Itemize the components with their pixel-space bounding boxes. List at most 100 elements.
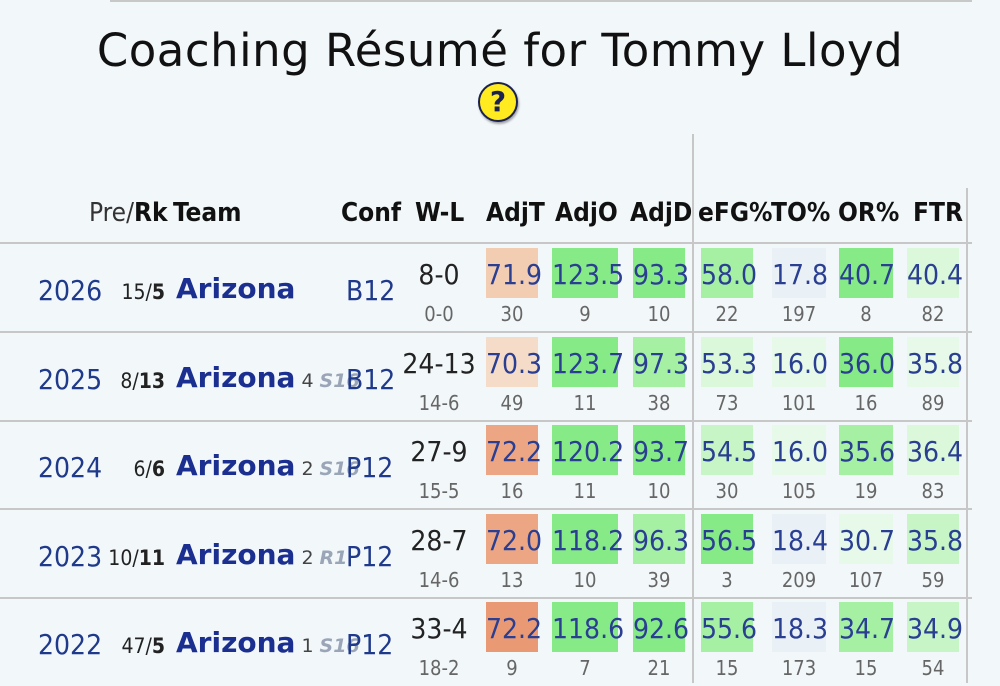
header-efg[interactable]: eFG% bbox=[698, 198, 773, 228]
stat-shade bbox=[701, 336, 753, 387]
team-cell: Arizona 2 R1 bbox=[176, 538, 347, 571]
stat-value: 55.6 bbox=[701, 612, 758, 645]
tourney-round: S16 bbox=[319, 635, 360, 657]
stat-rank: 59 bbox=[921, 567, 945, 592]
header-ftr[interactable]: FTR bbox=[913, 198, 963, 228]
stat-rank: 82 bbox=[921, 302, 945, 326]
team-link[interactable]: Arizona bbox=[176, 360, 296, 394]
stat-shade bbox=[633, 336, 685, 387]
stat-rank: 11 bbox=[573, 390, 597, 415]
conference-link[interactable]: B12 bbox=[346, 274, 396, 307]
conference-link[interactable]: P12 bbox=[346, 539, 394, 573]
header-adjt[interactable]: AdjT bbox=[486, 198, 545, 228]
stat-shade bbox=[907, 513, 959, 564]
stat-value: 35.8 bbox=[907, 523, 964, 557]
year-link[interactable]: 2024 bbox=[38, 451, 103, 484]
stat-shade bbox=[552, 602, 618, 652]
stat-shade bbox=[839, 602, 893, 652]
conference-link[interactable]: B12 bbox=[346, 362, 396, 396]
stat-cell-or: 34.7 15 bbox=[839, 598, 896, 686]
stat-value: 118.2 bbox=[552, 523, 625, 557]
stat-cell-efg: 58.0 22 bbox=[701, 244, 757, 332]
help-question-icon[interactable]: ? bbox=[478, 82, 518, 122]
stat-cell-or: 40.7 8 bbox=[839, 244, 895, 332]
tourney-round: S16 bbox=[319, 458, 360, 480]
preseason-final-rank: 8/13 bbox=[120, 368, 165, 393]
header-wl[interactable]: W-L bbox=[415, 198, 465, 228]
year-link[interactable]: 2026 bbox=[38, 274, 103, 307]
stat-value: 118.6 bbox=[552, 612, 625, 645]
stat-value: 56.5 bbox=[701, 523, 758, 557]
header-or[interactable]: OR% bbox=[838, 198, 900, 228]
stat-cell-adjt: 72.0 13 bbox=[486, 510, 542, 598]
stat-rank: 101 bbox=[781, 390, 817, 415]
stat-value: 34.9 bbox=[907, 612, 964, 645]
stat-rank: 73 bbox=[715, 390, 739, 415]
team-cell: Arizona 2 S16 bbox=[176, 449, 360, 482]
stat-cell-efg: 55.6 15 bbox=[701, 598, 758, 686]
stat-value: 16.0 bbox=[772, 435, 829, 468]
stat-cell-adjd: 97.3 38 bbox=[633, 333, 689, 421]
stat-cell-ftr: 36.4 83 bbox=[907, 421, 963, 509]
table-row: 2022 47/5 Arizona 1 S16 P12 33-4 18-2 72.2 9 118.6… bbox=[0, 598, 1000, 686]
top-divider bbox=[110, 0, 972, 2]
stat-shade bbox=[839, 513, 893, 564]
stat-shade bbox=[552, 425, 618, 475]
stat-rank: 38 bbox=[647, 390, 671, 415]
conference-link[interactable]: P12 bbox=[346, 628, 394, 661]
overall-record: 33-4 bbox=[410, 612, 468, 645]
stat-cell-adjo: 118.2 10 bbox=[552, 510, 625, 598]
stat-value: 93.7 bbox=[633, 435, 690, 468]
stat-rank: 39 bbox=[647, 567, 671, 592]
stat-shade bbox=[772, 602, 826, 652]
win-loss-cell: 8-0 0-0 bbox=[398, 244, 480, 332]
team-cell: Arizona bbox=[176, 272, 295, 305]
preseason-final-rank: 15/5 bbox=[121, 280, 165, 304]
header-conf[interactable]: Conf bbox=[341, 198, 402, 228]
row-divider bbox=[0, 596, 972, 599]
year-link[interactable]: 2023 bbox=[38, 539, 103, 573]
tourney-round: S16 bbox=[319, 369, 360, 392]
stat-rank: 15 bbox=[854, 656, 878, 680]
team-link[interactable]: Arizona bbox=[176, 272, 296, 305]
stat-shade bbox=[486, 336, 538, 387]
team-cell: Arizona 4 S16 bbox=[176, 361, 360, 394]
year-link[interactable]: 2025 bbox=[38, 362, 103, 396]
conference-record: 14-6 bbox=[418, 567, 460, 592]
team-link[interactable]: Arizona bbox=[176, 626, 296, 659]
header-adjd[interactable]: AdjD bbox=[630, 198, 693, 228]
stat-value: 123.7 bbox=[552, 346, 625, 380]
conference-link[interactable]: P12 bbox=[346, 451, 394, 484]
stat-shade bbox=[633, 425, 685, 475]
stat-value: 120.2 bbox=[552, 435, 625, 468]
stat-shade bbox=[633, 513, 685, 564]
stat-cell-to: 18.3 173 bbox=[772, 598, 828, 686]
stat-shade bbox=[701, 513, 753, 564]
stat-shade bbox=[486, 425, 538, 475]
stat-shade bbox=[907, 425, 959, 475]
stat-cell-efg: 54.5 30 bbox=[701, 421, 757, 509]
stat-value: 93.3 bbox=[633, 258, 690, 291]
stat-cell-adjt: 71.9 30 bbox=[486, 244, 542, 332]
team-link[interactable]: Arizona bbox=[176, 449, 296, 482]
stat-cell-adjd: 92.6 21 bbox=[633, 598, 689, 686]
stat-cell-adjo: 123.7 11 bbox=[552, 333, 625, 421]
table-row: 2026 15/5 Arizona B12 8-0 0-0 71.9 30 123.5 9 93.3… bbox=[0, 244, 1000, 332]
stat-value: 70.3 bbox=[486, 346, 543, 380]
team-link[interactable]: Arizona bbox=[176, 537, 296, 571]
overall-record: 24-13 bbox=[402, 346, 476, 380]
stat-shade bbox=[552, 248, 618, 298]
header-pre-rk[interactable]: Pre/Rk bbox=[89, 198, 168, 228]
stat-shade bbox=[907, 336, 959, 387]
stat-shade bbox=[772, 336, 826, 387]
stat-value: 34.7 bbox=[839, 612, 896, 645]
year-link[interactable]: 2022 bbox=[38, 628, 103, 661]
header-team[interactable]: Team bbox=[173, 198, 242, 228]
stat-cell-adjd: 93.7 10 bbox=[633, 421, 690, 509]
tourney-seed: 4 bbox=[301, 369, 314, 392]
header-adjo[interactable]: AdjO bbox=[555, 198, 618, 228]
header-to[interactable]: TO% bbox=[771, 198, 831, 228]
tourney-seed: 1 bbox=[301, 635, 314, 657]
column-divider bbox=[966, 188, 968, 683]
stat-rank: 197 bbox=[781, 302, 817, 326]
